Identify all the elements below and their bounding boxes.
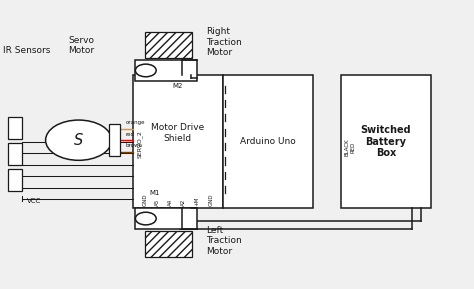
Text: GND: GND: [209, 194, 213, 206]
Text: Left
Traction
Motor: Left Traction Motor: [206, 226, 242, 256]
Text: IR Sensors: IR Sensors: [3, 46, 50, 55]
Text: Arduino Uno: Arduino Uno: [240, 137, 296, 146]
FancyBboxPatch shape: [136, 208, 197, 229]
Text: SERVO_2: SERVO_2: [137, 131, 143, 158]
Text: Servo
Motor: Servo Motor: [68, 36, 94, 55]
FancyBboxPatch shape: [145, 32, 192, 58]
FancyBboxPatch shape: [8, 117, 22, 139]
Circle shape: [46, 120, 112, 160]
Text: GND: GND: [142, 194, 147, 206]
Text: +M: +M: [194, 197, 200, 206]
FancyBboxPatch shape: [133, 75, 223, 208]
Text: RED: RED: [350, 142, 356, 153]
Text: A5: A5: [155, 199, 160, 206]
Text: Right
Traction
Motor: Right Traction Motor: [206, 27, 242, 57]
FancyBboxPatch shape: [136, 60, 197, 81]
FancyBboxPatch shape: [8, 143, 22, 165]
Text: BLACK: BLACK: [344, 138, 349, 156]
Text: VCC: VCC: [27, 198, 41, 203]
Text: Motor Drive
Shield: Motor Drive Shield: [151, 123, 205, 143]
FancyBboxPatch shape: [109, 124, 120, 156]
FancyBboxPatch shape: [223, 75, 313, 208]
Text: M1: M1: [150, 190, 160, 196]
Text: orange: orange: [126, 120, 146, 125]
Text: M2: M2: [173, 83, 183, 89]
Text: A2: A2: [181, 199, 186, 206]
Circle shape: [136, 212, 156, 225]
Text: S: S: [74, 133, 83, 148]
Text: A4: A4: [168, 199, 173, 206]
FancyBboxPatch shape: [341, 75, 431, 208]
FancyBboxPatch shape: [145, 231, 192, 257]
Text: red: red: [126, 132, 135, 137]
FancyBboxPatch shape: [8, 169, 22, 190]
Text: Switched
Battery
Box: Switched Battery Box: [361, 125, 411, 158]
Text: brown: brown: [126, 143, 143, 148]
Circle shape: [136, 64, 156, 77]
